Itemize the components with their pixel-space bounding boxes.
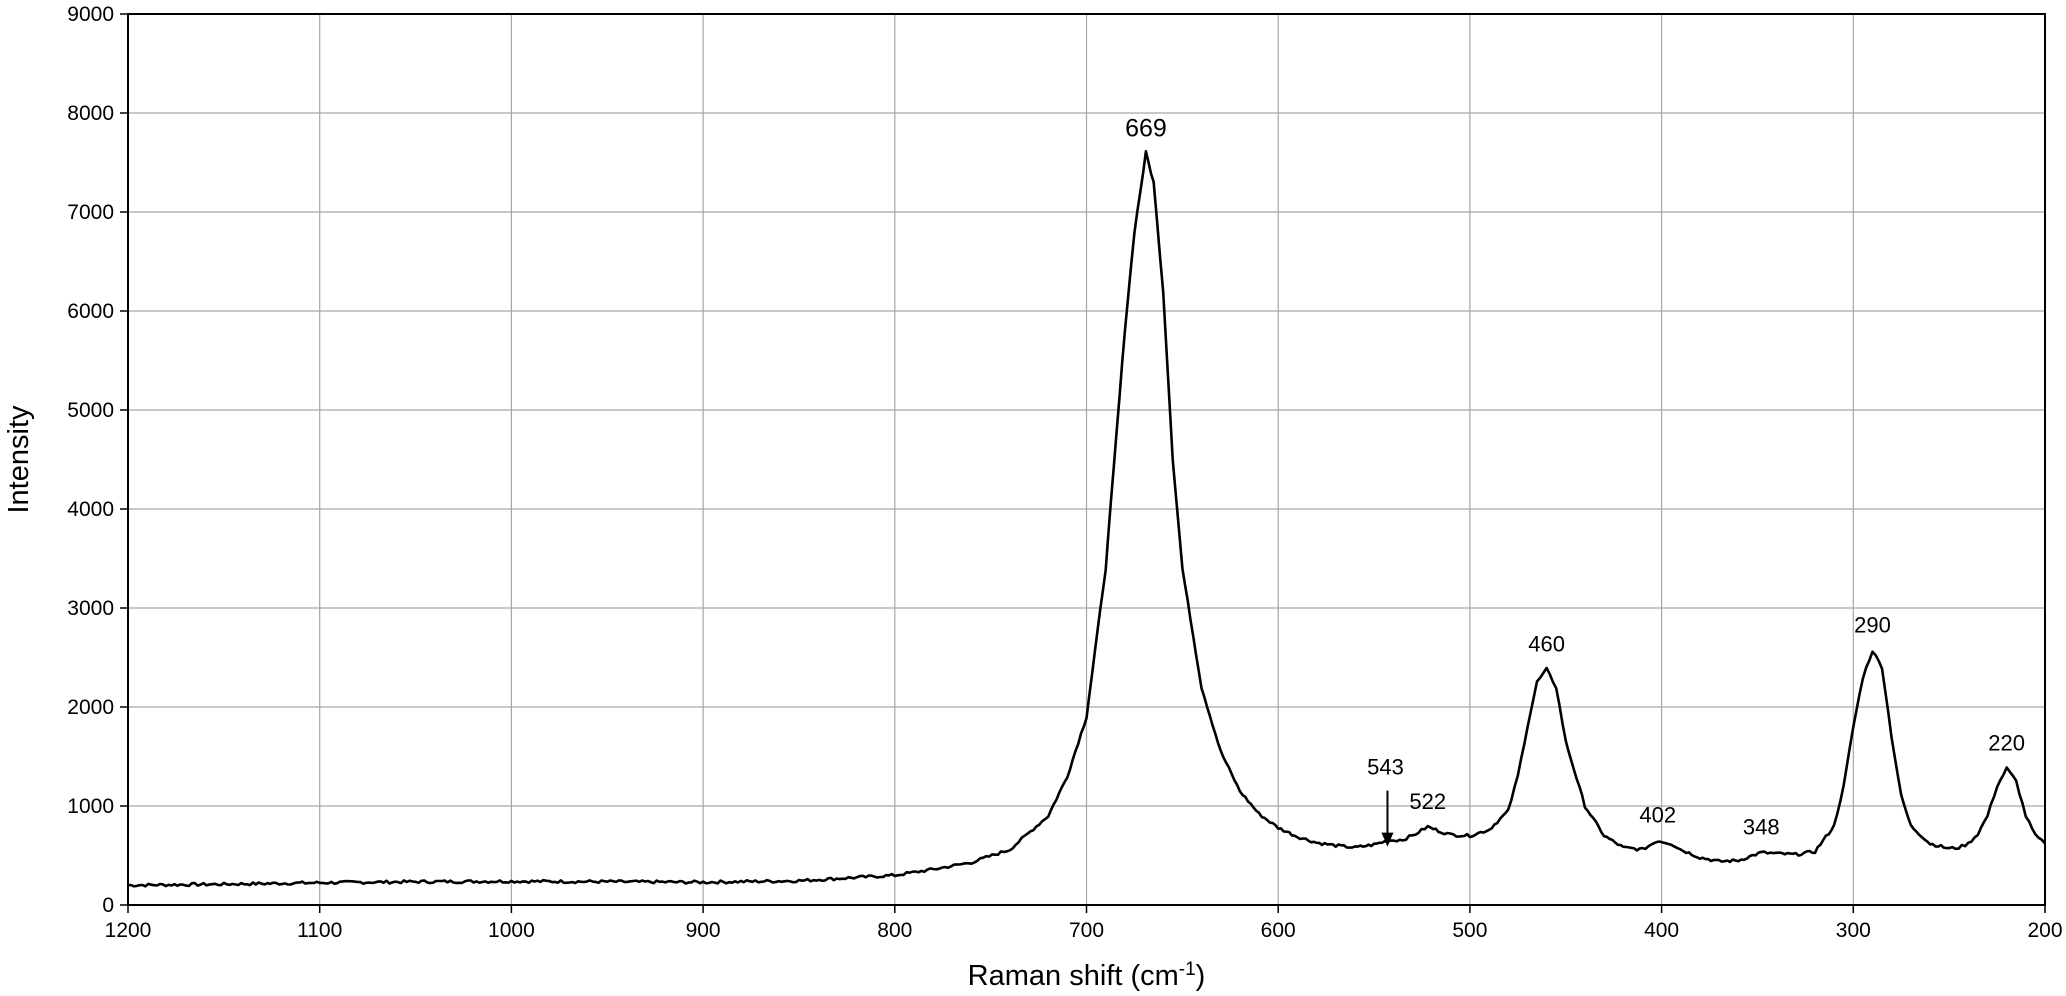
x-tick-label: 800 [877, 919, 912, 942]
x-tick-label: 900 [686, 919, 721, 942]
y-tick-label: 7000 [67, 201, 114, 224]
y-axis-title: Intensity [3, 405, 35, 513]
peak-label: 543 [1367, 755, 1404, 780]
grid [127, 13, 2046, 906]
x-axis-title: Raman shift (cm-1) [968, 959, 1206, 992]
y-tick-label: 1000 [67, 795, 114, 818]
y-tick-label: 5000 [67, 399, 114, 422]
peak-label: 220 [1988, 730, 2025, 755]
x-tick-label: 700 [1069, 919, 1104, 942]
x-tick-label: 300 [1836, 919, 1871, 942]
y-tick-label: 9000 [67, 3, 114, 26]
y-axis-ticks: 0 1000 2000 3000 4000 5000 6000 7000 8000 9000 [67, 3, 128, 917]
y-tick-label: 6000 [67, 300, 114, 323]
peak-label: 290 [1854, 613, 1891, 638]
peak-label: 348 [1743, 815, 1780, 840]
peak-label: 522 [1409, 789, 1446, 814]
peak-label: 460 [1528, 631, 1565, 656]
spectrum-line [127, 150, 2047, 888]
x-tick-label: 600 [1261, 919, 1296, 942]
peak-label: 402 [1639, 803, 1676, 828]
y-tick-label: 0 [102, 894, 114, 917]
y-tick-label: 2000 [67, 696, 114, 719]
x-axis-ticks: 1200 1100 1000 900 800 700 600 500 400 300 200 [105, 905, 2063, 942]
y-tick-label: 8000 [67, 102, 114, 125]
x-tick-label: 500 [1452, 919, 1487, 942]
x-tick-label: 1200 [105, 919, 152, 942]
x-tick-label: 200 [2027, 919, 2062, 942]
x-tick-label: 1100 [297, 919, 342, 942]
x-tick-label: 1000 [488, 919, 535, 942]
spectrum-layer [127, 150, 2047, 888]
y-tick-label: 3000 [67, 597, 114, 620]
y-tick-label: 4000 [67, 498, 114, 521]
peak-label: 669 [1125, 115, 1167, 143]
x-tick-label: 400 [1644, 919, 1679, 942]
peak-arrow-head [1381, 832, 1394, 847]
